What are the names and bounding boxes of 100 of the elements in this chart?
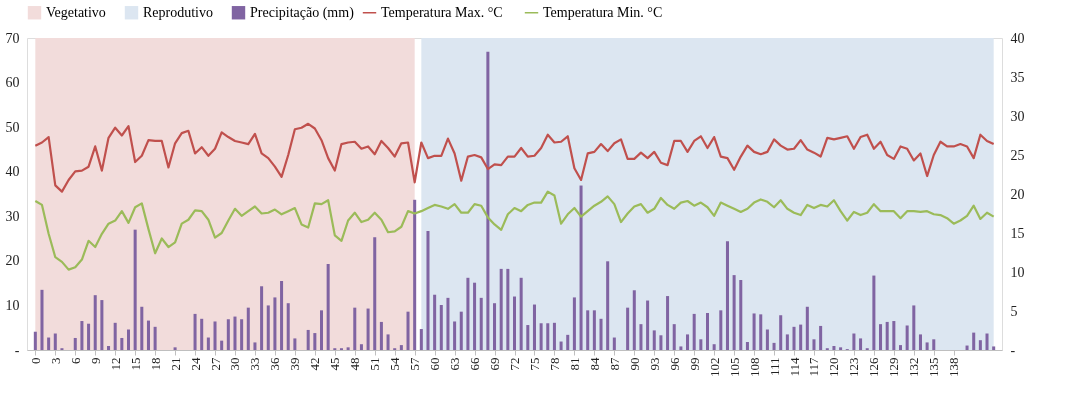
bar <box>745 341 749 350</box>
bar <box>719 310 723 350</box>
bar <box>453 321 457 350</box>
bar <box>879 324 883 350</box>
x-tick-label: 126 <box>866 357 882 377</box>
x-tick-label: 105 <box>726 357 742 377</box>
bar <box>306 329 310 350</box>
bar <box>579 185 583 350</box>
y-tick-label: 20 <box>5 253 20 269</box>
bar <box>273 297 277 350</box>
x-tick-label: 96 <box>666 357 682 371</box>
bar <box>912 305 916 350</box>
bar <box>53 333 57 350</box>
bar <box>366 308 370 350</box>
bar <box>606 261 610 350</box>
legend-label: Precipitação (mm) <box>250 4 355 21</box>
bar <box>646 300 650 350</box>
x-tick-label: 120 <box>826 357 842 377</box>
bar <box>659 335 663 350</box>
bar <box>419 329 423 350</box>
bar <box>486 51 490 350</box>
legend-label: Vegetativo <box>46 4 106 20</box>
bar <box>566 334 570 350</box>
x-tick-label: 6 <box>67 357 83 364</box>
y2-tick-label: 25 <box>1010 147 1025 163</box>
x-tick-label: 66 <box>467 357 483 371</box>
bar <box>126 329 131 350</box>
bar <box>705 313 710 350</box>
bar <box>712 344 716 350</box>
bar <box>379 321 383 350</box>
x-tick-label: 15 <box>127 357 143 371</box>
y2-tick-label: 20 <box>1010 186 1025 202</box>
bar <box>266 305 270 350</box>
bar <box>100 300 104 350</box>
bar <box>140 306 144 350</box>
bar <box>499 268 503 350</box>
x-tick-label: 135 <box>926 357 942 377</box>
bar <box>732 275 736 350</box>
y2-tick-label: 5 <box>1010 303 1018 319</box>
bar <box>473 282 477 350</box>
bar <box>413 199 417 350</box>
bar <box>146 320 150 350</box>
x-tick-label: 132 <box>906 357 922 377</box>
bar <box>699 339 703 350</box>
bar <box>672 324 676 350</box>
bar <box>220 340 224 350</box>
y2-tick-label: 30 <box>1010 108 1025 124</box>
x-tick-label: 117 <box>806 357 822 377</box>
bar <box>206 337 210 350</box>
bar <box>898 345 903 350</box>
bar <box>559 341 563 350</box>
x-tick-label: 87 <box>606 357 622 371</box>
x-tick-label: 63 <box>447 357 463 371</box>
x-tick-label: 54 <box>387 357 403 371</box>
bar <box>805 306 809 350</box>
x-tick-label: 39 <box>287 357 303 371</box>
bar <box>120 337 124 350</box>
bar <box>433 294 437 350</box>
line-series <box>34 122 995 193</box>
bar <box>47 337 51 350</box>
bar <box>859 338 863 350</box>
x-tick-label: 33 <box>247 357 263 371</box>
bar <box>446 297 450 350</box>
x-tick-label: 9 <box>87 357 103 364</box>
bar <box>226 319 230 350</box>
bar <box>832 345 836 350</box>
bar <box>240 319 244 350</box>
bar <box>173 347 177 350</box>
bar <box>439 304 443 350</box>
bar <box>532 304 536 350</box>
y-tick-label: 70 <box>5 30 20 46</box>
bar <box>819 325 823 350</box>
bar <box>506 268 510 350</box>
bar <box>759 314 763 350</box>
x-tick-label: 48 <box>347 357 363 371</box>
x-tick-label: 138 <box>946 357 962 377</box>
bar <box>546 323 550 350</box>
x-tick-label: 60 <box>427 357 443 371</box>
bar <box>725 241 729 350</box>
bar <box>353 307 357 350</box>
x-tick-label: 36 <box>267 357 283 371</box>
x-tick-label: 111 <box>766 357 782 377</box>
bar <box>512 296 517 350</box>
bar <box>459 311 463 350</box>
bar <box>213 321 217 350</box>
bar <box>892 321 896 350</box>
bar <box>466 277 470 350</box>
x-tick-label: 18 <box>147 357 163 371</box>
bar <box>246 307 250 350</box>
bar <box>526 325 530 350</box>
x-tick-label: 27 <box>207 357 223 371</box>
x-tick-label: 102 <box>706 357 722 377</box>
bar <box>539 323 543 350</box>
x-tick-label: 75 <box>526 357 542 371</box>
bar <box>373 237 377 350</box>
legend-label: Temperatura Max. °C <box>381 4 503 20</box>
bar <box>406 311 410 350</box>
x-tick-label: 81 <box>566 357 582 371</box>
bar <box>792 326 796 350</box>
line-series <box>34 190 995 271</box>
